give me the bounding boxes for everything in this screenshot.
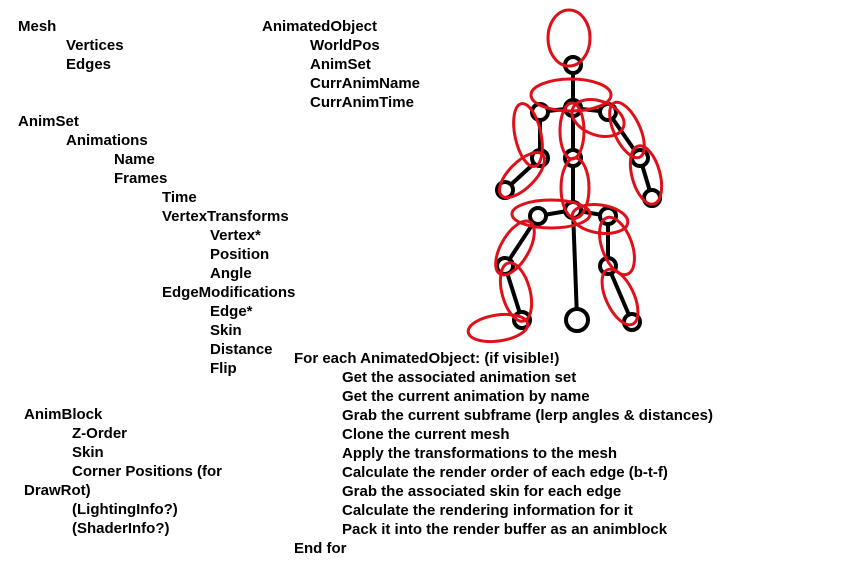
loop-footer: End for bbox=[294, 540, 347, 557]
loop-step: Get the current animation by name bbox=[342, 388, 590, 405]
anim-set-edge-field-edge: Edge* bbox=[210, 303, 253, 320]
anim-set-title: AnimSet bbox=[18, 113, 79, 130]
anim-set-vertex-field-position: Position bbox=[210, 246, 270, 263]
anim-set-name: Name bbox=[114, 151, 155, 168]
anim-block-field-skin: Skin bbox=[72, 444, 104, 461]
anim-set-vertex-field-vertex: Vertex* bbox=[210, 227, 261, 244]
skins bbox=[466, 8, 664, 344]
anim-block-field-zorder: Z-Order bbox=[72, 425, 128, 442]
anim-block-title: AnimBlock bbox=[24, 406, 103, 423]
anim-set-edge-modifications: EdgeModifications bbox=[162, 284, 296, 301]
loop-step: Apply the transformations to the mesh bbox=[342, 445, 618, 462]
anim-set-edge-field-skin: Skin bbox=[210, 322, 242, 339]
skin-left-shin bbox=[498, 261, 534, 323]
joint-center-base bbox=[564, 307, 590, 333]
anim-block-field-corner-positions: Corner Positions (for bbox=[72, 463, 223, 480]
skin-right-shin bbox=[600, 267, 640, 327]
loop-step: Calculate the rendering information for … bbox=[342, 502, 633, 519]
anim-set-vertex-field-angle: Angle bbox=[210, 265, 252, 282]
anim-set-frames: Frames bbox=[114, 170, 168, 187]
animated-object-field-curranimname: CurrAnimName bbox=[310, 75, 421, 92]
bone-right-shin bbox=[606, 264, 634, 324]
animated-object-field-animset: AnimSet bbox=[310, 56, 371, 73]
anim-block-field-drawrot: DrawRot) bbox=[24, 482, 91, 499]
anim-block-extra-lighting: (LightingInfo?) bbox=[72, 501, 178, 518]
skin-left-pelvis bbox=[510, 198, 592, 230]
skin-left-foot bbox=[466, 312, 530, 344]
animated-object-field-worldpos: WorldPos bbox=[310, 37, 380, 54]
anim-set-edge-field-flip: Flip bbox=[210, 360, 237, 377]
skin-right-upper-arm bbox=[608, 100, 646, 160]
animated-object-title: AnimatedObject bbox=[262, 18, 378, 35]
skin-right-forearm bbox=[628, 144, 664, 206]
anim-set-animations: Animations bbox=[66, 132, 148, 149]
loop-step: Clone the current mesh bbox=[342, 426, 510, 443]
loop-step: Grab the current subframe (lerp angles &… bbox=[342, 407, 713, 424]
anim-set-edge-field-distance: Distance bbox=[210, 341, 273, 358]
skin-left-forearm bbox=[498, 151, 546, 199]
skin-head bbox=[546, 8, 592, 68]
loop-step: Pack it into the render buffer as an ani… bbox=[342, 521, 668, 538]
joint-left-hip bbox=[528, 206, 548, 226]
loop-step: Calculate the render order of each edge … bbox=[342, 464, 668, 481]
mesh-field-vertices: Vertices bbox=[66, 37, 124, 54]
skin-right-shoulder bbox=[570, 98, 626, 138]
loop-step: Grab the associated skin for each edge bbox=[342, 483, 622, 500]
skin-left-upper-arm bbox=[512, 102, 544, 168]
skin-abdomen bbox=[559, 156, 591, 220]
anim-set-time: Time bbox=[162, 189, 197, 206]
loop-step: Get the associated animation set bbox=[342, 369, 577, 386]
joints bbox=[495, 55, 662, 333]
anim-set-vertex-transforms: VertexTransforms bbox=[162, 208, 289, 225]
bone-center bbox=[571, 208, 579, 320]
loop-header: For each AnimatedObject: (if visible!) bbox=[294, 350, 560, 367]
anim-block-extra-shader: (ShaderInfo?) bbox=[72, 520, 170, 537]
animated-object-field-curranimtime: CurrAnimTime bbox=[310, 94, 414, 111]
mesh-field-edges: Edges bbox=[66, 56, 112, 73]
skin-right-thigh bbox=[598, 215, 636, 277]
mesh-title: Mesh bbox=[18, 18, 57, 35]
skin-right-pelvis bbox=[570, 203, 630, 235]
